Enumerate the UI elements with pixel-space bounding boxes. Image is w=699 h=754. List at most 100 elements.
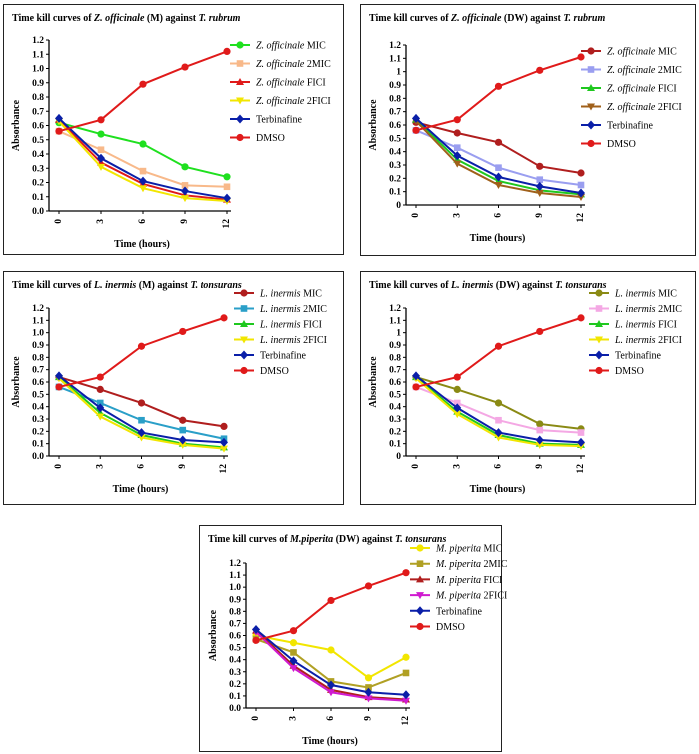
legend-label: M. piperita FICI <box>435 575 502 586</box>
x-tick-label: 3 <box>289 716 299 721</box>
data-point <box>97 163 105 171</box>
legend-marker <box>240 350 248 360</box>
y-tick-label: 0.0 <box>229 704 241 714</box>
data-point <box>289 665 298 673</box>
data-point <box>577 188 585 198</box>
x-tick-label: 12 <box>222 219 232 229</box>
data-point <box>536 420 544 428</box>
legend-item: M. piperita FICI <box>410 575 502 586</box>
legend-item: DMSO <box>230 133 285 144</box>
chart-panel-z-officinale-dw: Time kill curves of Z. officinale (DW) a… <box>360 4 696 256</box>
legend-label: DMSO <box>256 133 285 144</box>
x-tick-label: 12 <box>219 464 229 474</box>
data-point <box>327 680 335 690</box>
legend-label: DMSO <box>260 366 289 377</box>
data-point <box>327 646 335 654</box>
data-point <box>327 596 335 605</box>
y-tick-label: 0.5 <box>32 136 44 146</box>
y-tick-label: 0.3 <box>32 415 44 425</box>
x-tick-label: 9 <box>535 464 545 469</box>
y-tick-label: 1.2 <box>389 304 401 314</box>
data-point <box>364 687 373 697</box>
y-axis-label: Absorbance <box>208 609 219 661</box>
legend: Z. officinale MIC Z. officinale 2MIC Z. of… <box>230 41 331 144</box>
y-tick-label: 0.6 <box>389 121 401 131</box>
x-tick-label: 12 <box>576 213 586 223</box>
y-tick-label: 0.2 <box>32 179 44 189</box>
legend-marker <box>240 289 248 297</box>
legend-item: L. inermis 2FICI <box>589 335 682 346</box>
data-point <box>327 689 335 697</box>
x-tick-label: 9 <box>180 219 190 224</box>
legend-label: DMSO <box>607 139 636 150</box>
data-point <box>220 422 228 430</box>
data-point <box>453 144 461 151</box>
data-point <box>495 164 502 171</box>
legend-marker <box>416 560 424 567</box>
y-tick-label: 0.8 <box>229 607 241 617</box>
y-tick-label: 0.4 <box>389 148 401 158</box>
data-point <box>223 193 231 203</box>
data-point <box>536 176 544 183</box>
series-l-inermis-2fici <box>412 375 585 451</box>
data-point <box>577 169 585 177</box>
legend-item: Terbinafine <box>410 606 483 617</box>
x-tick-label: 9 <box>535 213 545 218</box>
y-tick-label: 0.8 <box>389 353 401 363</box>
data-point <box>364 695 373 703</box>
legend-label: L. inermis 2MIC <box>259 304 327 315</box>
data-point <box>536 66 544 74</box>
data-point <box>535 435 544 445</box>
legend-marker <box>595 320 603 327</box>
y-tick-label: 1.1 <box>32 50 44 60</box>
x-tick-label: 6 <box>326 716 336 721</box>
legend-item: L. inermis FICI <box>589 320 677 331</box>
series-dmso <box>55 47 231 135</box>
data-point <box>252 636 260 644</box>
data-point <box>494 138 503 146</box>
series-terbinafine <box>55 371 228 447</box>
y-tick-label: 0.9 <box>32 341 44 351</box>
data-point <box>577 314 585 322</box>
data-point <box>412 113 420 123</box>
data-point <box>139 167 147 175</box>
data-point <box>96 373 104 381</box>
y-tick-label: 0.6 <box>32 122 44 132</box>
chart-title: Time kill curves of Z. officinale (DW) a… <box>369 13 606 24</box>
legend-label: DMSO <box>615 366 644 377</box>
legend-marker <box>587 47 595 55</box>
data-point <box>536 426 544 434</box>
legend-label: Z. officinale FICI <box>607 84 677 95</box>
chart-panel-l-inermis-m: Time kill curves of L. inermis (M) again… <box>3 271 344 505</box>
legend-label: Z. officinale 2MIC <box>607 65 682 76</box>
x-tick-label: 12 <box>401 716 411 726</box>
legend-item: Z. officinale MIC <box>230 41 326 52</box>
data-point <box>364 674 373 682</box>
data-point <box>137 342 146 350</box>
legend-marker <box>240 336 248 344</box>
y-tick-label: 0.6 <box>32 378 44 388</box>
data-point <box>55 127 63 135</box>
legend: Z. officinale MIC Z. officinale 2MIC Z. of… <box>581 47 682 150</box>
data-point <box>252 624 260 634</box>
y-tick-label: 0.7 <box>229 619 241 629</box>
y-tick-label: 1.2 <box>389 41 401 51</box>
data-point <box>494 434 503 442</box>
legend-item: DMSO <box>234 366 289 377</box>
data-point <box>494 82 503 90</box>
legend-label: Terbinafine <box>615 351 662 362</box>
series-z-officinale-mic <box>412 118 585 177</box>
legend-label: Z. officinale 2MIC <box>256 59 331 70</box>
y-tick-label: 0.9 <box>389 341 401 351</box>
legend-item: DMSO <box>581 139 636 150</box>
legend-marker <box>587 120 595 130</box>
data-point <box>137 434 146 442</box>
chart-title: Time kill curves of Z. officinale (M) ag… <box>12 13 241 24</box>
legend-marker <box>587 84 595 91</box>
data-point <box>577 53 585 61</box>
legend-marker <box>236 60 244 67</box>
legend-marker <box>595 336 603 344</box>
legend-label: Z. officinale MIC <box>607 47 677 58</box>
y-tick-label: 0.7 <box>389 366 401 376</box>
y-tick-label: 0.4 <box>389 403 401 413</box>
